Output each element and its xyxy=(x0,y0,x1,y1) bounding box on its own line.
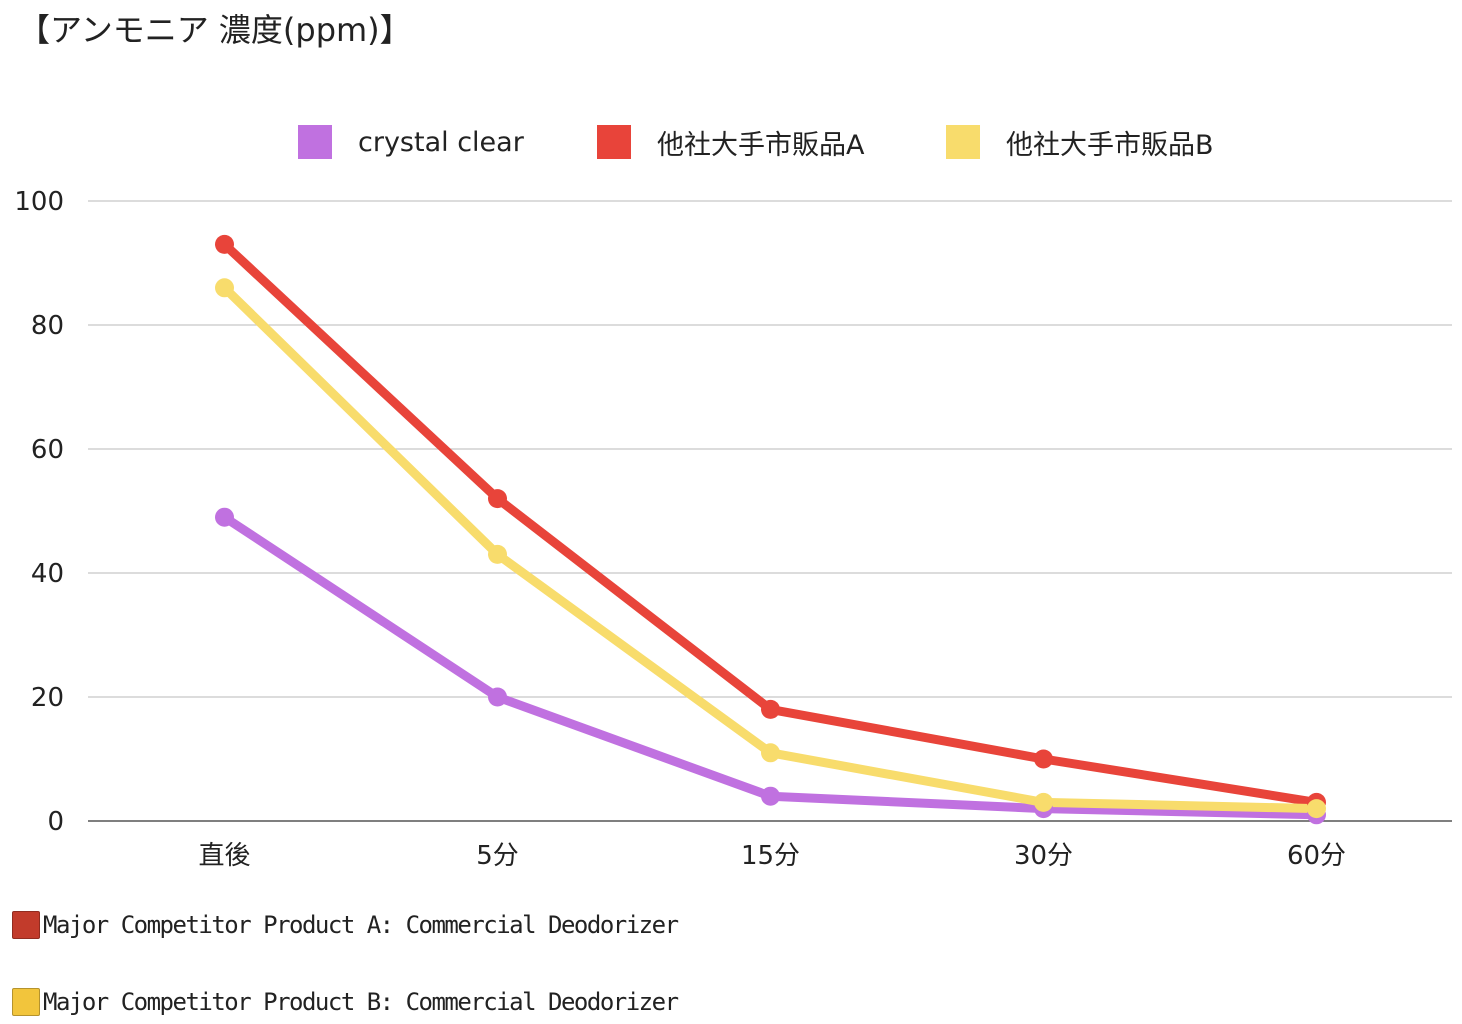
legend-swatch-series-1 xyxy=(597,125,631,159)
legend-label-series-2: 他社大手市販品B xyxy=(1006,129,1214,161)
chart-title: 【アンモニア 濃度(ppm)】 xyxy=(18,11,412,49)
line-chart-plot: 0 20 40 60 80 100 直後 5分 15分 30分 60分 xyxy=(14,187,1452,871)
chart-legend: crystal clear 他社大手市販品A 他社大手市販品B xyxy=(0,118,1462,166)
note-competitor-a: Major Competitor Product A: Commercial D… xyxy=(12,907,679,943)
data-point-series-2-4 xyxy=(1307,799,1326,819)
grid-lines xyxy=(88,200,1452,822)
y-tick-label-60: 60 xyxy=(31,435,64,465)
legend-item-series-2: 他社大手市販品B xyxy=(946,118,1214,166)
x-tick-label-2: 15分 xyxy=(741,841,800,871)
series-line-0 xyxy=(220,512,1321,820)
data-point-series-2-1 xyxy=(488,544,507,564)
x-tick-label-1: 5分 xyxy=(476,841,519,871)
note-text-competitor-a: Major Competitor Product A: Commercial D… xyxy=(43,911,679,939)
y-axis-tick-labels: 0 20 40 60 80 100 xyxy=(14,187,64,837)
y-tick-label-20: 20 xyxy=(31,683,64,713)
data-point-series-1-0 xyxy=(215,234,234,254)
x-tick-label-0: 直後 xyxy=(198,841,250,871)
y-tick-label-40: 40 xyxy=(31,559,64,589)
legend-swatch-series-0 xyxy=(298,125,332,159)
x-tick-label-4: 60分 xyxy=(1287,841,1346,871)
legend-label-series-1: 他社大手市販品A xyxy=(657,129,865,161)
x-tick-label-3: 30分 xyxy=(1014,841,1073,871)
note-competitor-b: Major Competitor Product B: Commercial D… xyxy=(12,984,679,1020)
legend-item-series-0: crystal clear xyxy=(298,118,524,166)
y-tick-label-80: 80 xyxy=(31,311,64,341)
data-point-series-1-1 xyxy=(488,489,507,509)
x-axis-tick-labels: 直後 5分 15分 30分 60分 xyxy=(198,841,1346,871)
data-point-series-2-3 xyxy=(1034,792,1053,812)
note-swatch-competitor-a xyxy=(12,911,40,939)
data-point-series-0-2 xyxy=(761,786,780,806)
data-point-series-2-0 xyxy=(215,278,234,298)
data-point-series-0-1 xyxy=(488,687,507,707)
legend-item-series-1: 他社大手市販品A xyxy=(597,118,864,166)
legend-label-series-0: crystal clear xyxy=(358,126,524,158)
note-swatch-competitor-b xyxy=(12,988,40,1016)
note-text-competitor-b: Major Competitor Product B: Commercial D… xyxy=(43,988,679,1016)
legend-swatch-series-2 xyxy=(946,125,980,159)
series-line-2 xyxy=(220,283,1321,814)
y-tick-label-0: 0 xyxy=(47,807,64,837)
data-point-series-1-3 xyxy=(1034,749,1053,769)
y-tick-label-100: 100 xyxy=(14,187,64,217)
series-lines xyxy=(215,234,1326,825)
data-point-series-0-0 xyxy=(215,507,234,527)
data-point-series-1-2 xyxy=(761,699,780,719)
data-point-series-2-2 xyxy=(761,743,780,763)
